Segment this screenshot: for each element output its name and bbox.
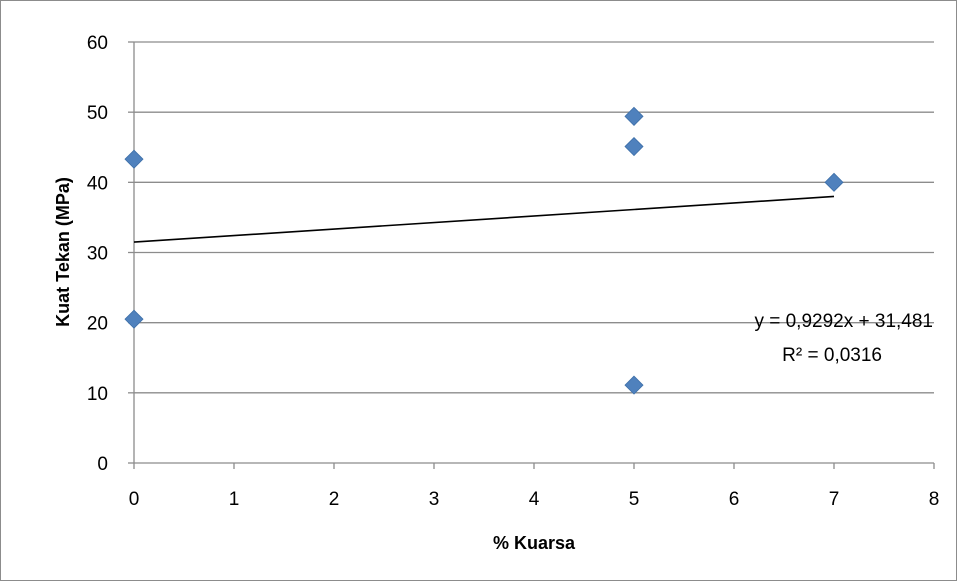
- x-tick-label: 3: [429, 489, 440, 510]
- trendline: [133, 195, 835, 243]
- data-points: [124, 106, 844, 395]
- tick-labels: 0 10 20 30 40 50 60 0 1 2 3 4 5 6 7 8: [87, 33, 939, 510]
- data-point: [624, 106, 644, 126]
- x-tick-label: 7: [829, 489, 840, 510]
- data-point: [624, 136, 644, 157]
- y-tick-label: 60: [87, 33, 108, 54]
- axes: [128, 41, 935, 469]
- y-tick-label: 0: [97, 454, 108, 475]
- x-axis-title: % Kuarsa: [493, 533, 576, 553]
- gridlines: [134, 41, 934, 394]
- y-tick-label: 50: [87, 103, 108, 124]
- x-tick-label: 6: [729, 489, 740, 510]
- data-point: [624, 375, 644, 395]
- y-tick-label: 40: [87, 173, 108, 194]
- x-tick-label: 1: [229, 489, 240, 510]
- data-point: [124, 309, 144, 329]
- x-tick-label: 2: [329, 489, 340, 510]
- y-tick-label: 20: [87, 314, 108, 335]
- data-point: [824, 172, 844, 192]
- r-squared-label: R² = 0,0316: [782, 345, 882, 366]
- y-tick-label: 30: [87, 244, 108, 265]
- trendline-equation: y = 0,9292x + 31,481: [754, 311, 933, 332]
- data-point: [124, 149, 144, 169]
- x-tick-label: 5: [629, 489, 640, 510]
- x-tick-label: 8: [929, 489, 940, 510]
- x-tick-label: 4: [529, 489, 540, 510]
- y-axis-title: Kuat Tekan (MPa): [53, 177, 73, 327]
- trendline-group: [133, 195, 835, 243]
- x-tick-label: 0: [129, 489, 140, 510]
- y-tick-label: 10: [87, 384, 108, 405]
